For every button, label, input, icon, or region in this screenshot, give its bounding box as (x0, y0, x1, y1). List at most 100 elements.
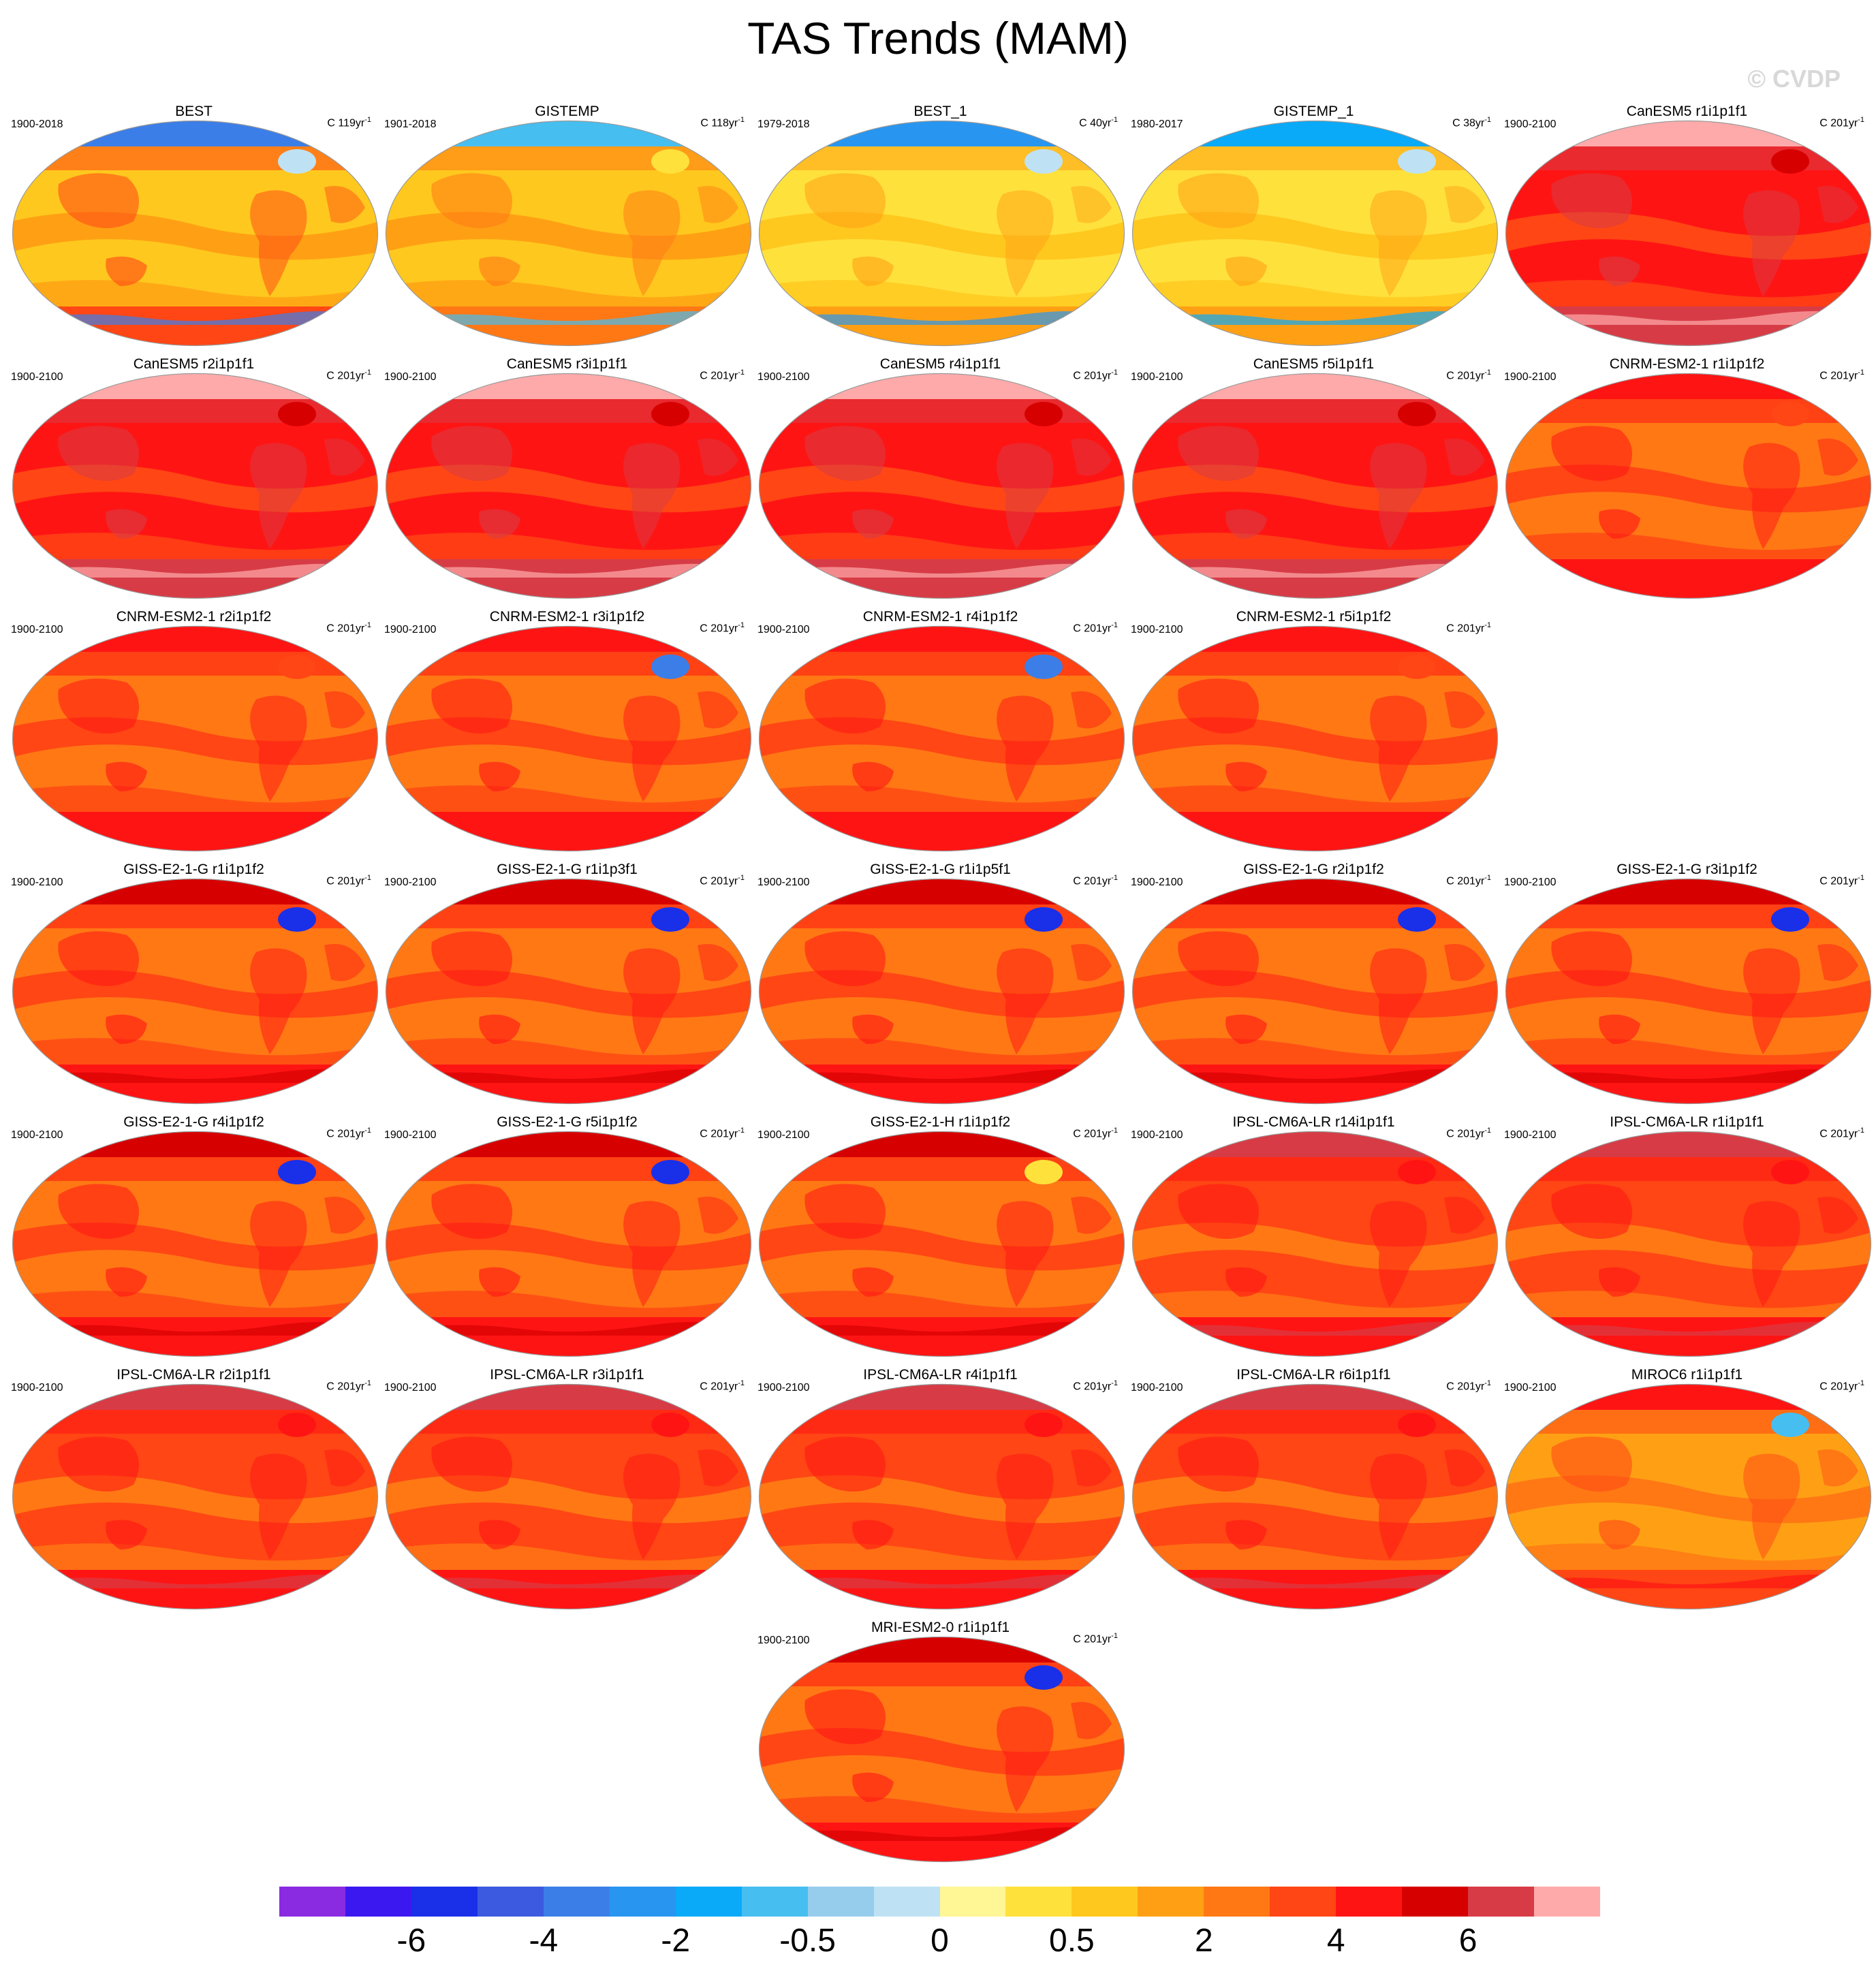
panel-units-text: C 201yr (1819, 1128, 1858, 1140)
map-panel: CanESM5 r4i1p1f1 1900-2100 C 201yr-1 (755, 356, 1126, 608)
panel-units-text: C 201yr (326, 875, 365, 887)
panel-period: 1900-2100 (384, 624, 437, 635)
map-panel: GISS-E2-1-G r1i1p5f1 1900-2100 C 201yr-1 (755, 862, 1126, 1114)
colorbar-swatch (1138, 1887, 1204, 1917)
panel-units-exponent: -1 (738, 1127, 745, 1135)
trend-map (1131, 373, 1499, 599)
map-panel: CNRM-ESM2-1 r3i1p1f2 1900-2100 C 201yr-1 (381, 609, 753, 861)
trend-map (385, 120, 752, 347)
panel-units-text: C 201yr (1446, 370, 1485, 382)
trend-map (758, 1383, 1125, 1610)
colorbar-tick-label: 2 (1194, 1923, 1213, 1959)
trend-map (758, 625, 1125, 852)
panel-title: CNRM-ESM2-1 r1i1p1f2 (1609, 356, 1765, 372)
trend-map (758, 1131, 1125, 1357)
panel-title: CanESM5 r4i1p1f1 (879, 356, 1001, 372)
colorbar-swatch (543, 1887, 610, 1917)
colorbar-swatch (939, 1887, 1006, 1917)
panel-units: C 201yr-1 (1819, 368, 1864, 382)
map-panel: IPSL-CM6A-LR r6i1p1f1 1900-2100 C 201yr-1 (1128, 1367, 1499, 1619)
panel-period: 1900-2100 (1131, 624, 1183, 635)
colorbar-tick-label: 6 (1458, 1923, 1478, 1959)
colorbar-swatch (1005, 1887, 1072, 1917)
panel-period: 1901-2018 (384, 119, 437, 130)
panel-period: 1900-2100 (1504, 1382, 1557, 1393)
panel-units-text: C 201yr (1446, 875, 1485, 887)
panel-units: C 201yr-1 (700, 621, 745, 635)
colorbar-tick-label: 0.5 (1049, 1923, 1095, 1959)
panel-units-text: C 40yr (1079, 117, 1112, 129)
map-panel: CNRM-ESM2-1 r4i1p1f2 1900-2100 C 201yr-1 (755, 609, 1126, 861)
panel-title: IPSL-CM6A-LR r2i1p1f1 (116, 1367, 271, 1383)
panel-title: CNRM-ESM2-1 r5i1p1f2 (1236, 609, 1392, 625)
panel-units-text: C 201yr (1446, 623, 1485, 635)
panel-units-exponent: -1 (364, 368, 371, 377)
panel-units: C 201yr-1 (326, 874, 371, 887)
panel-units-exponent: -1 (364, 1127, 371, 1135)
panel-title: MRI-ESM2-0 r1i1p1f1 (871, 1620, 1010, 1635)
panel-units-exponent: -1 (1484, 116, 1491, 124)
map-panel: IPSL-CM6A-LR r2i1p1f1 1900-2100 C 201yr-1 (8, 1367, 379, 1619)
panel-units-text: C 201yr (700, 623, 738, 635)
panel-units-text: C 118yr (700, 117, 738, 129)
panel-units: C 201yr-1 (1819, 116, 1864, 129)
panel-units-exponent: -1 (1111, 368, 1118, 377)
trend-map (12, 120, 379, 347)
map-panel: GISS-E2-1-G r4i1p1f2 1900-2100 C 201yr-1 (8, 1114, 379, 1366)
panel-units: C 201yr-1 (326, 1127, 371, 1140)
map-panel: CanESM5 r2i1p1f1 1900-2100 C 201yr-1 (8, 356, 379, 608)
panel-units: C 201yr-1 (326, 368, 371, 382)
panel-units-exponent: -1 (1111, 621, 1118, 629)
trend-map (1131, 1383, 1499, 1610)
panel-units-text: C 201yr (1446, 1128, 1485, 1140)
trend-map (1505, 120, 1872, 347)
map-panel: MRI-ESM2-0 r1i1p1f1 1900-2100 C 201yr-1 (755, 1620, 1126, 1872)
panel-units-exponent: -1 (1111, 1632, 1118, 1640)
panel-period: 1900-2100 (384, 877, 437, 888)
panel-title: GISTEMP (535, 104, 599, 119)
panel-units: C 201yr-1 (1819, 874, 1864, 887)
panel-units: C 201yr-1 (326, 1379, 371, 1393)
trend-map (1505, 373, 1872, 599)
map-panel: IPSL-CM6A-LR r4i1p1f1 1900-2100 C 201yr-1 (755, 1367, 1126, 1619)
panel-title: BEST (175, 104, 213, 119)
panel-period: 1900-2100 (1131, 1382, 1183, 1393)
panel-units-text: C 201yr (1819, 117, 1858, 129)
trend-map (12, 1383, 379, 1610)
colorbar-swatch (1072, 1887, 1138, 1917)
panel-units-text: C 201yr (326, 1381, 365, 1393)
trend-map (1505, 878, 1872, 1105)
panel-units-exponent: -1 (1484, 1379, 1491, 1387)
colorbar-swatch (1468, 1887, 1535, 1917)
map-panel: GISS-E2-1-G r1i1p3f1 1900-2100 C 201yr-1 (381, 862, 753, 1114)
panel-period: 1980-2017 (1131, 119, 1183, 130)
panel-title: GISS-E2-1-G r5i1p1f2 (497, 1114, 638, 1130)
panel-units: C 119yr-1 (327, 116, 371, 129)
panel-units-exponent: -1 (1858, 874, 1864, 882)
panel-period: 1900-2100 (757, 371, 810, 383)
panel-units: C 40yr-1 (1079, 116, 1118, 129)
panel-units-exponent: -1 (1858, 116, 1864, 124)
panel-period: 1900-2100 (1504, 371, 1557, 383)
panel-units: C 201yr-1 (1073, 1632, 1118, 1645)
panel-title: GISTEMP_1 (1273, 104, 1354, 119)
panel-units: C 201yr-1 (700, 1379, 745, 1393)
panel-period: 1900-2100 (1504, 877, 1557, 888)
panel-units-text: C 201yr (1819, 370, 1858, 382)
trend-map (385, 1383, 752, 1610)
panel-title: IPSL-CM6A-LR r4i1p1f1 (863, 1367, 1018, 1383)
trend-map (385, 373, 752, 599)
trend-map (12, 878, 379, 1105)
panel-period: 1900-2100 (11, 1129, 63, 1141)
panel-units-exponent: -1 (738, 621, 745, 629)
panel-units-exponent: -1 (1111, 1127, 1118, 1135)
colorbar-tick-label: 4 (1326, 1923, 1345, 1959)
panel-units: C 201yr-1 (326, 621, 371, 635)
panel-title: IPSL-CM6A-LR r1i1p1f1 (1610, 1114, 1764, 1130)
panel-units: C 201yr-1 (1446, 621, 1491, 635)
panel-units-exponent: -1 (364, 874, 371, 882)
panel-period: 1900-2100 (384, 1129, 437, 1141)
panel-units-text: C 201yr (1073, 370, 1112, 382)
trend-map (385, 878, 752, 1105)
panel-period: 1900-2100 (1131, 1129, 1183, 1141)
